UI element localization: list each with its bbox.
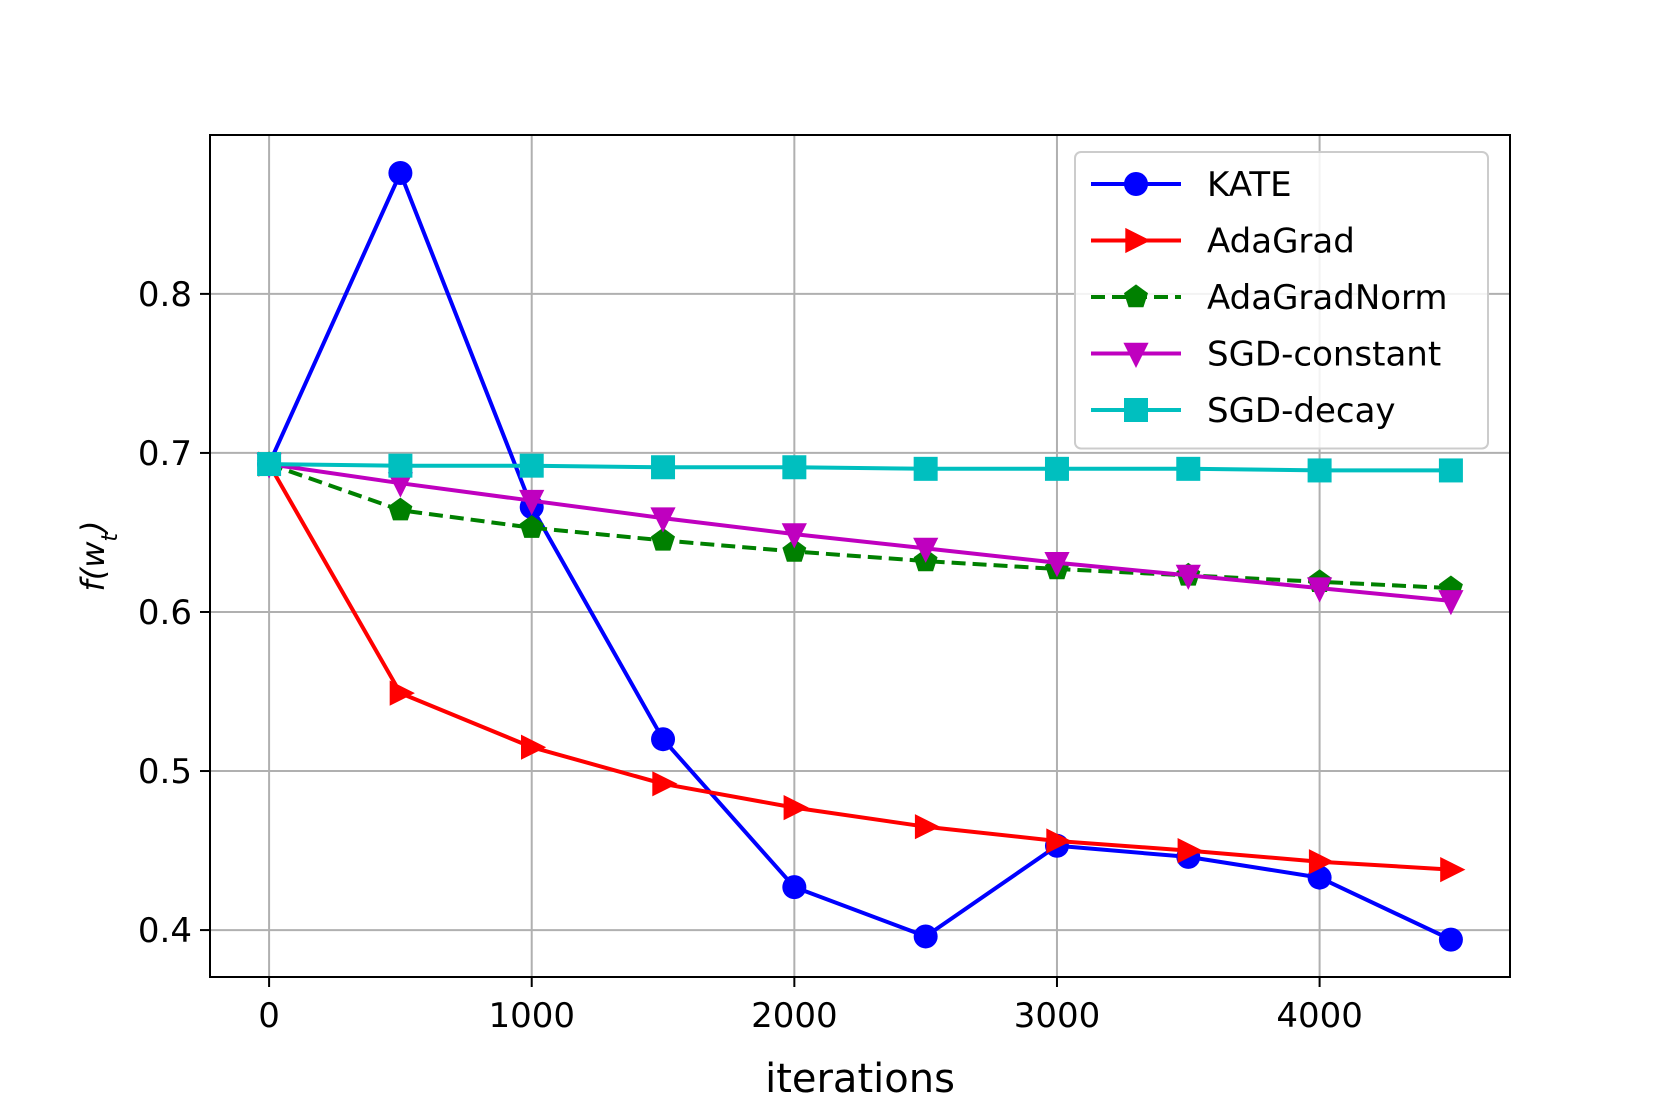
y-axis-title-close: ) (74, 520, 112, 534)
legend-label: SGD-decay (1207, 391, 1396, 431)
legend-marker (1125, 227, 1151, 254)
series-line (267, 171, 1452, 942)
data-point (783, 795, 809, 821)
legend-box (1074, 151, 1489, 450)
data-point (782, 455, 807, 480)
data-point (1438, 590, 1464, 616)
legend-item: SGD-decay (1091, 391, 1396, 431)
series-line (269, 462, 1451, 473)
legend-marker (1124, 284, 1148, 308)
data-point (913, 456, 938, 481)
y-tick-label: 0.4 (138, 911, 192, 951)
x-tick-label: 3000 (1014, 996, 1101, 1036)
x-tick-label: 0 (258, 996, 280, 1036)
y-tick-label: 0.8 (138, 275, 192, 315)
y-axis-title-main: f(w (74, 541, 112, 592)
y-tick-label: 0.5 (138, 752, 192, 792)
data-point (1044, 456, 1069, 481)
data-point (389, 680, 415, 706)
data-point (1046, 828, 1072, 854)
data-point (782, 538, 807, 562)
data-point (519, 489, 545, 516)
x-tick-label: 4000 (1276, 996, 1363, 1036)
legend-marker (1124, 398, 1148, 422)
data-point (1438, 458, 1463, 483)
data-point (521, 734, 547, 760)
data-point (1175, 564, 1201, 590)
data-point (913, 537, 939, 563)
data-point (388, 497, 413, 521)
y-axis-title: f(wt) (74, 520, 123, 591)
legend-item: SGD-constant (1091, 335, 1441, 375)
series-line (268, 462, 1452, 603)
data-point (1176, 456, 1201, 481)
x-tick-label: 1000 (488, 996, 575, 1036)
data-point (651, 455, 676, 480)
series-line (267, 463, 1452, 872)
data-point (913, 924, 938, 949)
data-point (1438, 927, 1463, 952)
data-point (1177, 838, 1203, 864)
data-point (1307, 458, 1332, 483)
data-point (519, 453, 544, 478)
legend-label: AdaGradNorm (1207, 278, 1448, 318)
legend-item: AdaGradNorm (1091, 278, 1448, 318)
data-point (387, 472, 413, 498)
x-axis-title: iterations (765, 1056, 955, 1102)
data-point (257, 452, 282, 477)
series-sgd-constant (256, 453, 1464, 616)
y-tick-label: 0.6 (138, 593, 192, 633)
data-point (1440, 857, 1466, 883)
legend-item: KATE (1091, 165, 1292, 205)
legend-item: AdaGrad (1091, 222, 1355, 262)
legend-label: KATE (1207, 165, 1292, 205)
data-point (1308, 849, 1335, 875)
legend-marker (1124, 172, 1148, 196)
series-sgd-decay (257, 452, 1463, 483)
plot-frame (209, 134, 1511, 978)
data-point (388, 453, 413, 478)
data-point (1044, 552, 1070, 578)
data-point (651, 527, 675, 551)
legend-label: SGD-constant (1207, 335, 1441, 375)
data-point (1307, 577, 1333, 603)
ticks: 0 1000 2000 3000 4000 0.4 0.5 0.6 0.7 0.8 (138, 275, 1363, 1036)
data-point (519, 515, 544, 538)
series-layer (256, 161, 1466, 952)
x-tick-label: 2000 (751, 996, 838, 1036)
legend: KATE AdaGrad AdaGradNorm SGD-constant SGD-de… (1074, 151, 1489, 450)
data-point (652, 771, 678, 797)
data-point (651, 727, 676, 752)
data-point (914, 814, 941, 840)
data-point (781, 523, 807, 549)
y-axis-title-subscript: t (98, 532, 123, 542)
series-adagradnorm (257, 451, 1463, 599)
legend-label: AdaGrad (1207, 222, 1355, 262)
data-point (388, 161, 413, 186)
y-tick-label: 0.7 (138, 434, 192, 474)
series-line (268, 462, 1451, 591)
data-point (782, 875, 807, 900)
data-point (650, 507, 676, 533)
legend-marker (1123, 342, 1149, 368)
